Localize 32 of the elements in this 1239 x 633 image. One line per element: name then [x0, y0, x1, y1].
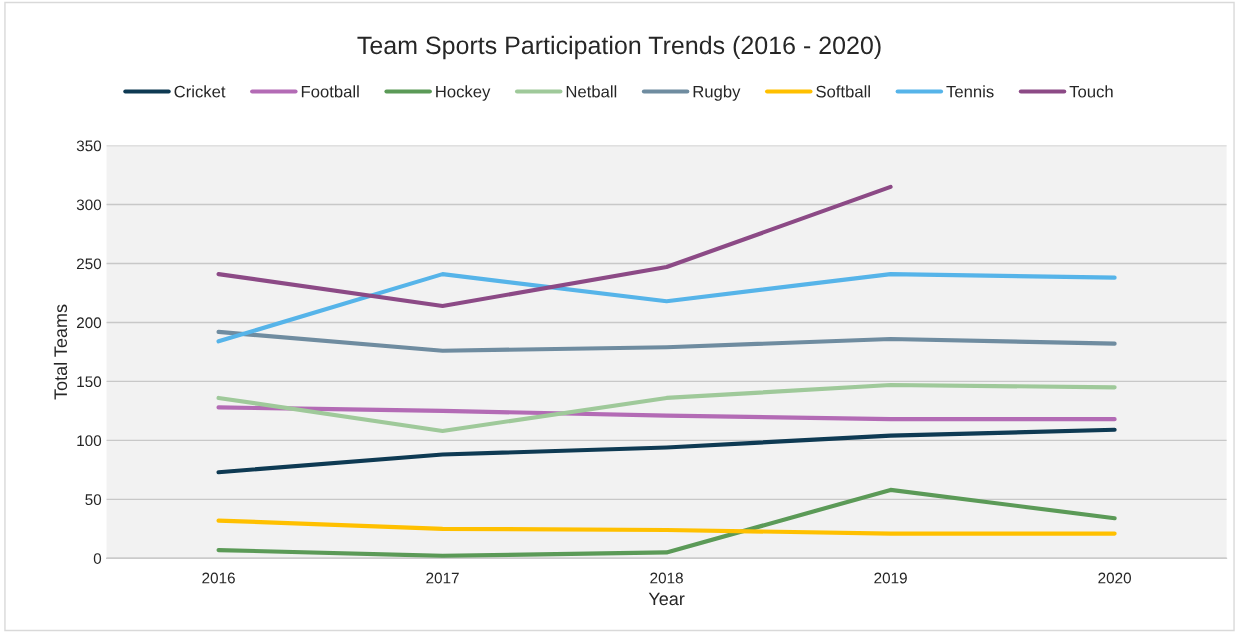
legend-label: Tennis — [946, 85, 994, 98]
legend-label: Rugby — [693, 85, 741, 101]
x-tick-label: 2020 — [1098, 572, 1131, 584]
legend-label: Cricket — [174, 85, 226, 98]
y-tick-label: 350 — [76, 140, 102, 152]
line-series — [216, 184, 893, 309]
y-axis-title: Total Teams — [53, 304, 68, 400]
y-tick-label: 150 — [77, 376, 102, 388]
line-series — [216, 487, 1117, 559]
legend-label: Hockey — [436, 85, 491, 101]
line-series — [216, 427, 1117, 475]
line-series — [216, 405, 1117, 422]
x-tick-label: 2018 — [650, 572, 683, 584]
y-tick-label: 50 — [85, 494, 102, 506]
line-series — [216, 329, 1117, 353]
line-series — [216, 272, 1117, 344]
legend-label: Softball — [816, 85, 870, 98]
y-tick-label: 250 — [76, 258, 102, 270]
x-axis-title: Year — [648, 592, 685, 606]
y-tick-label: 200 — [76, 317, 102, 329]
legend-label: Netball — [566, 85, 617, 98]
x-tick-label: 2016 — [202, 572, 235, 584]
x-tick-label: 2017 — [426, 572, 459, 584]
y-tick-label: 0 — [93, 553, 102, 564]
chart-title: Team Sports Participation Trends (2016 - 2020) — [357, 35, 881, 60]
x-tick-label: 2019 — [874, 572, 907, 584]
y-tick-label: 300 — [76, 199, 102, 211]
legend-label: Football — [301, 85, 359, 98]
y-tick-label: 100 — [77, 435, 102, 447]
line-series — [216, 518, 1117, 536]
legend-label: Touch — [1069, 85, 1113, 98]
line-series — [216, 382, 1117, 434]
